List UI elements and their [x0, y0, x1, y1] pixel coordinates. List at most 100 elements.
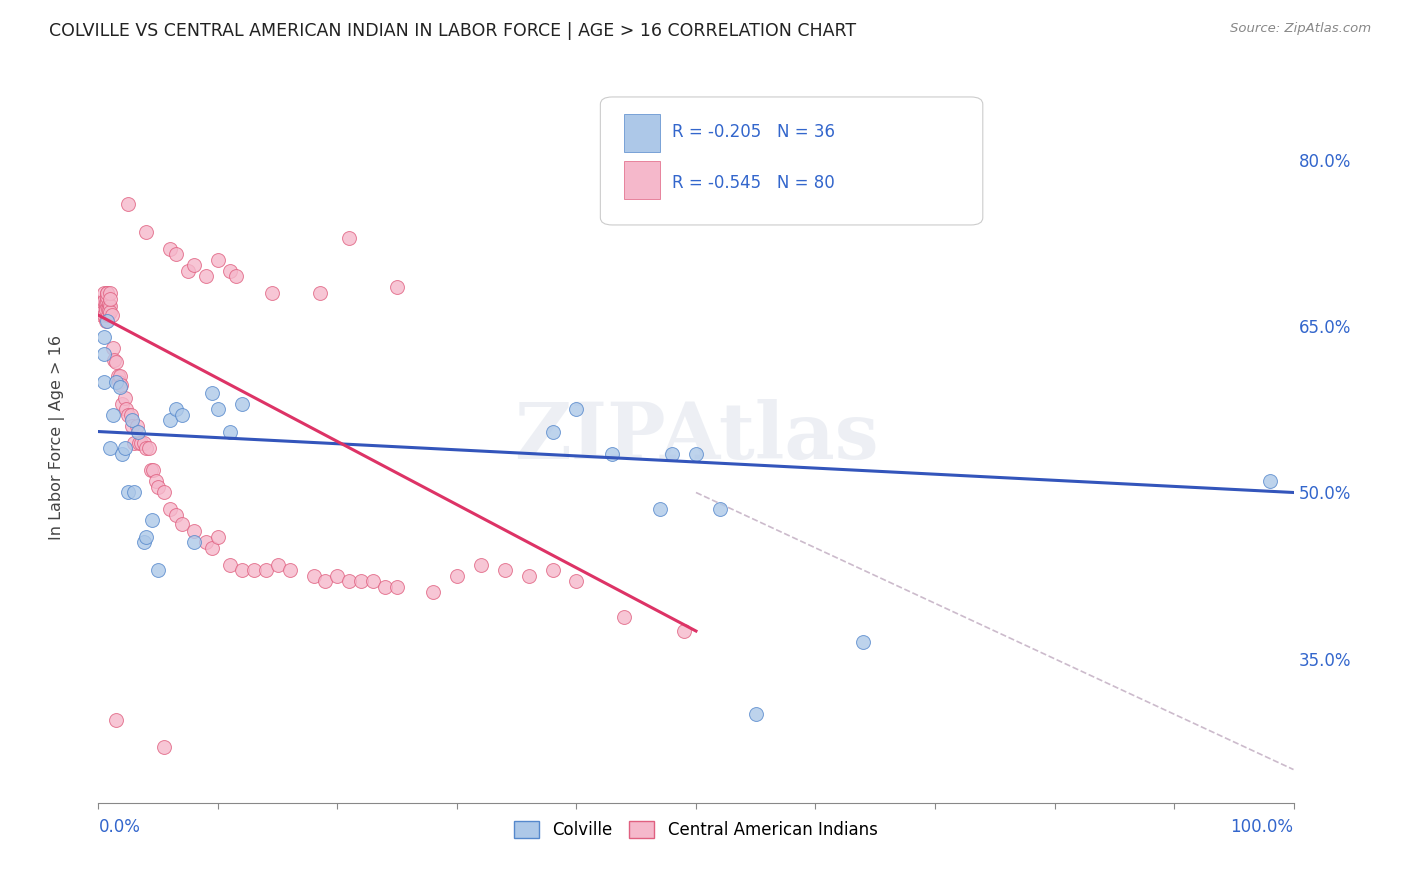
Point	[374, 580, 396, 594]
Point	[177, 264, 200, 278]
Point	[308, 285, 330, 300]
Point	[1258, 475, 1281, 489]
Text: R = -0.545   N = 80: R = -0.545 N = 80	[672, 174, 835, 193]
Point	[96, 314, 118, 328]
Point	[613, 609, 636, 624]
Point	[114, 441, 136, 455]
Point	[172, 408, 194, 422]
Point	[97, 301, 120, 316]
Point	[219, 425, 242, 439]
Point	[231, 563, 253, 577]
Point	[101, 408, 124, 422]
Point	[565, 402, 588, 417]
Point	[94, 299, 117, 313]
Point	[339, 574, 361, 589]
Point	[105, 713, 128, 727]
FancyBboxPatch shape	[624, 161, 661, 200]
Point	[135, 225, 157, 239]
Text: ZIPAtlas: ZIPAtlas	[513, 399, 879, 475]
Point	[96, 290, 118, 304]
Point	[117, 408, 139, 422]
Point	[127, 425, 149, 439]
Point	[350, 574, 373, 589]
Point	[183, 258, 205, 272]
Point	[111, 447, 134, 461]
Point	[93, 285, 115, 300]
Point	[98, 285, 122, 300]
Point	[108, 380, 131, 394]
Point	[183, 524, 205, 539]
Point	[243, 563, 266, 577]
Point	[446, 568, 468, 582]
Point	[98, 305, 122, 319]
Point	[100, 308, 122, 322]
Point	[207, 402, 229, 417]
Point	[117, 197, 139, 211]
Point	[96, 285, 118, 300]
Point	[541, 563, 564, 577]
Point	[385, 580, 409, 594]
Point	[709, 502, 731, 516]
Point	[135, 530, 157, 544]
Point	[172, 516, 194, 531]
Point	[602, 447, 624, 461]
Text: R = -0.205   N = 36: R = -0.205 N = 36	[672, 123, 835, 141]
Point	[648, 502, 672, 516]
Point	[135, 441, 157, 455]
Point	[207, 530, 229, 544]
Point	[101, 342, 124, 356]
Point	[117, 485, 139, 500]
Point	[195, 269, 218, 284]
Point	[159, 413, 181, 427]
Text: COLVILLE VS CENTRAL AMERICAN INDIAN IN LABOR FORCE | AGE > 16 CORRELATION CHART: COLVILLE VS CENTRAL AMERICAN INDIAN IN L…	[49, 22, 856, 40]
Point	[91, 299, 114, 313]
Point	[107, 369, 129, 384]
Legend: Colville, Central American Indians: Colville, Central American Indians	[508, 814, 884, 846]
Point	[124, 435, 146, 450]
Point	[363, 574, 385, 589]
Point	[93, 375, 115, 389]
Point	[302, 568, 325, 582]
Point	[673, 624, 696, 638]
Point	[97, 308, 120, 322]
Point	[207, 252, 229, 267]
Point	[225, 269, 247, 284]
Point	[94, 294, 117, 309]
Point	[326, 568, 349, 582]
Point	[165, 402, 187, 417]
Point	[745, 707, 768, 722]
Point	[98, 292, 122, 306]
Point	[517, 568, 540, 582]
Point	[159, 242, 181, 256]
Text: 100.0%: 100.0%	[1230, 818, 1294, 836]
Point	[114, 392, 136, 406]
Point	[98, 299, 122, 313]
Point	[98, 302, 121, 317]
Point	[132, 435, 155, 450]
Point	[852, 635, 875, 649]
Point	[105, 375, 128, 389]
Point	[108, 369, 131, 384]
Point	[91, 308, 114, 322]
Point	[183, 535, 205, 549]
Point	[661, 447, 683, 461]
Point	[201, 385, 224, 400]
Point	[93, 347, 115, 361]
Point	[685, 447, 707, 461]
Point	[131, 435, 153, 450]
Point	[159, 502, 181, 516]
Point	[142, 463, 165, 477]
Point	[148, 563, 170, 577]
Point	[315, 574, 337, 589]
Point	[165, 508, 187, 522]
Point	[219, 558, 242, 572]
Point	[195, 535, 218, 549]
Point	[254, 563, 277, 577]
Point	[267, 558, 290, 572]
Point	[93, 330, 115, 344]
Point	[494, 563, 516, 577]
Point	[120, 408, 142, 422]
Point	[90, 302, 112, 317]
Point	[105, 355, 128, 369]
Point	[470, 558, 492, 572]
